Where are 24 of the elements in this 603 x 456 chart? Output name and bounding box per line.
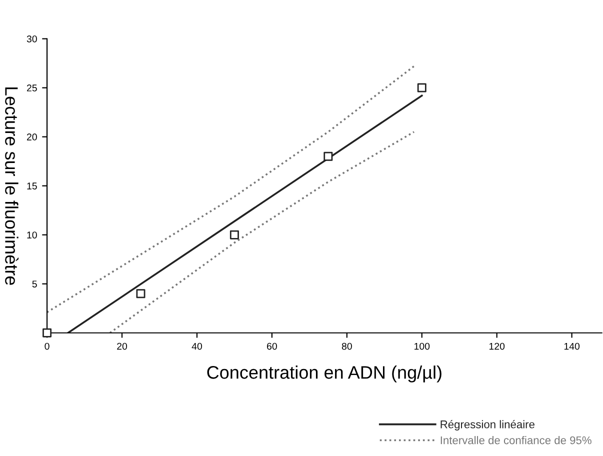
x-tick-label: 100 (414, 342, 430, 350)
y-axis-title: Lecture sur le fluorimètre (5, 87, 19, 285)
x-axis-title: Concentration en ADN (ng/µl) (207, 366, 442, 382)
x-tick-label: 120 (489, 342, 505, 350)
text: Régression linéaire (440, 420, 534, 430)
x-tick-label: 140 (564, 342, 580, 350)
x-tick-label: 60 (267, 342, 277, 350)
line-series (109, 130, 415, 333)
x-tick-label: 20 (117, 342, 128, 350)
x-tick-label: 0 (44, 342, 50, 350)
y-tick-label: 10 (27, 232, 37, 238)
y-tick-label: 5 (32, 280, 37, 288)
text: Intervalle de confiance de 95% (440, 436, 592, 444)
point (324, 152, 333, 161)
y-tick-label: 25 (26, 84, 37, 92)
x-tick-label: 80 (342, 342, 352, 350)
point (417, 83, 426, 92)
y-tick-label: 15 (27, 182, 37, 190)
y-tick-label: 30 (26, 35, 37, 42)
y-tick-label: 20 (26, 134, 37, 140)
x-tick-label: 40 (192, 342, 202, 350)
point (136, 289, 146, 298)
line-series (47, 65, 415, 314)
point (230, 230, 239, 240)
